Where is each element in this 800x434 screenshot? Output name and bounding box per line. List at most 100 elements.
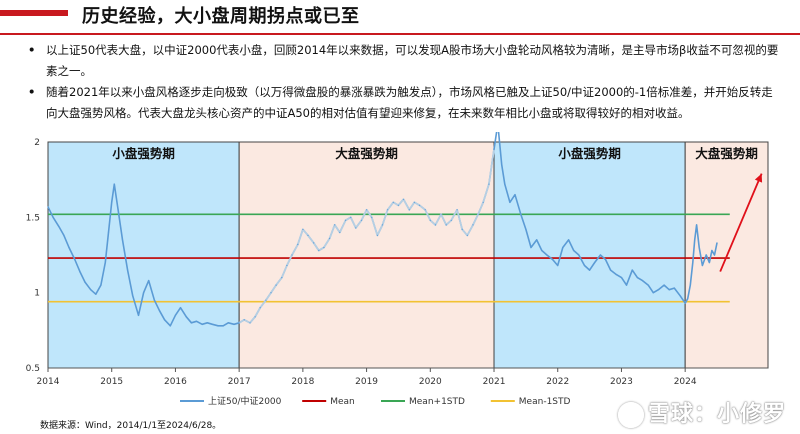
data-point (329, 237, 331, 239)
data-point (90, 289, 92, 291)
data-point (201, 323, 203, 325)
x-tick-label: 2018 (291, 377, 314, 387)
data-point (647, 284, 649, 286)
data-point (104, 261, 106, 264)
legend-label: Mean-1STD (519, 397, 571, 407)
data-point (121, 239, 124, 241)
data-point (376, 234, 378, 236)
trend-arrow-line (719, 173, 763, 272)
data-point (687, 298, 689, 300)
data-point (708, 261, 711, 264)
trend-arrowhead (754, 173, 763, 183)
data-point (514, 194, 516, 196)
data-point (84, 281, 86, 283)
data-point (583, 264, 586, 267)
data-point (520, 213, 522, 215)
x-tick-label: 2021 (483, 377, 506, 387)
data-point (107, 231, 110, 233)
data-point (249, 322, 251, 324)
x-tick-label: 2015 (100, 377, 123, 387)
data-point (692, 261, 694, 264)
period-label: 小盘强势期 (557, 146, 621, 161)
data-point (673, 287, 675, 289)
data-point (47, 206, 49, 208)
data-point (137, 314, 140, 316)
data-point (227, 322, 229, 324)
data-point (148, 280, 150, 282)
data-point (206, 322, 208, 324)
data-point (366, 209, 368, 211)
data-point (456, 209, 458, 211)
data-point (620, 277, 623, 279)
data-point (74, 258, 76, 261)
data-point (355, 227, 357, 229)
y-tick-label: 2 (34, 138, 40, 148)
data-point (297, 243, 299, 246)
data-point (318, 249, 320, 252)
data-point (604, 258, 607, 261)
data-point (509, 201, 511, 203)
data-point (127, 269, 129, 271)
data-point (488, 183, 490, 185)
data-point (694, 239, 696, 241)
period-label: 小盘强势期 (111, 146, 175, 161)
page-title: 历史经验，大小盘周期拐点或已至 (82, 6, 360, 27)
data-point (668, 289, 670, 291)
data-point (698, 246, 700, 249)
y-tick-label: 0.5 (26, 364, 40, 374)
data-point (164, 319, 166, 321)
data-point (599, 254, 602, 256)
data-point (408, 209, 410, 211)
data-point (631, 269, 633, 271)
data-point (79, 271, 81, 273)
watermark: 雪球：小修罗 (617, 396, 786, 428)
x-tick-label: 2024 (674, 377, 697, 387)
data-point (307, 234, 309, 236)
data-point (243, 319, 245, 321)
data-point (302, 228, 304, 230)
data-point (440, 213, 442, 215)
data-point (546, 254, 548, 256)
data-point (450, 219, 452, 221)
data-point (562, 246, 564, 249)
data-point (625, 284, 628, 286)
data-point (434, 224, 436, 226)
x-tick-label: 2020 (419, 377, 442, 387)
data-point (482, 201, 484, 203)
data-point (259, 307, 261, 309)
watermark-text: 雪球：小修罗 (647, 402, 786, 427)
bullet-item: 随着2021年以来小盘风格逐步走向极致（以万得微盘股的暴涨暴跌为触发点），市场风… (24, 82, 784, 124)
x-tick-label: 2014 (37, 377, 60, 387)
data-point (339, 231, 341, 233)
data-point (323, 246, 325, 249)
data-point (701, 264, 704, 267)
x-tick-label: 2017 (228, 377, 251, 387)
y-tick-label: 1 (34, 289, 40, 299)
data-point (185, 316, 187, 318)
data-point (281, 277, 283, 279)
chart-container: 小盘强势期 大盘强势期 小盘强势期 大盘强势期 0.5 1 1.5 2 2014 2015 2016… (0, 123, 800, 417)
data-point (143, 292, 145, 294)
data-point (190, 322, 192, 324)
period-label: 大盘强势期 (695, 146, 758, 161)
data-point (424, 209, 426, 211)
data-point (578, 254, 580, 256)
data-point (636, 277, 639, 279)
data-point (568, 239, 570, 241)
data-point (238, 322, 240, 324)
x-tick-label: 2023 (610, 377, 633, 387)
data-point (610, 269, 612, 271)
data-point (132, 295, 134, 297)
bullet-item: 以上证50代表大盘，以中证2000代表小盘，回顾2014年以来数据，可以发现A股… (24, 40, 784, 82)
data-point (641, 280, 644, 282)
y-tick-label: 1.5 (26, 213, 40, 223)
data-point (536, 239, 538, 241)
data-point (397, 204, 399, 206)
data-point (334, 224, 336, 226)
data-point (663, 284, 665, 286)
data-point (493, 148, 495, 151)
period-label: 大盘强势期 (335, 146, 398, 161)
data-point (217, 325, 219, 327)
data-point (392, 201, 394, 203)
data-point (461, 228, 463, 230)
